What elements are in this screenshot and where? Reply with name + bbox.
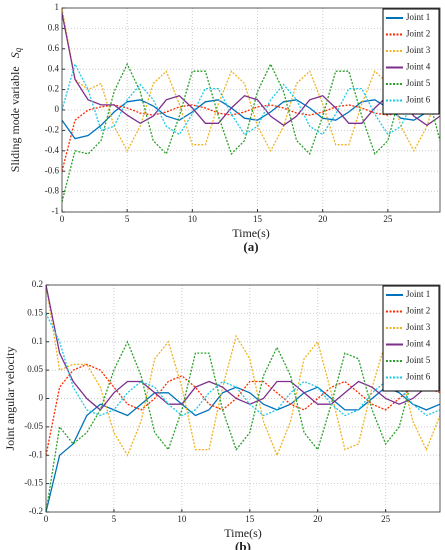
- y-axis-symbol: S: [8, 52, 22, 58]
- y-tick-label: 0.6: [48, 43, 60, 53]
- x-tick-label: 5: [112, 514, 117, 524]
- x-tick-label: 10: [177, 514, 187, 524]
- y-tick-label: -0.15: [24, 478, 43, 488]
- legend-label: Joint 6: [406, 372, 431, 382]
- series-line: [46, 313, 440, 417]
- legend-label: Joint 3: [406, 322, 431, 332]
- series-line: [46, 285, 440, 458]
- x-tick-label: 15: [253, 214, 263, 224]
- series-line: [62, 12, 440, 127]
- x-tick-label: 0: [44, 514, 49, 524]
- legend-label: Joint 4: [406, 339, 431, 349]
- y-tick-label: 0.1: [32, 336, 43, 346]
- y-tick-label: 0.05: [27, 364, 43, 374]
- legend-box: [382, 285, 440, 392]
- y-tick-label: -0.05: [24, 421, 43, 431]
- y-tick-label: 0: [55, 104, 60, 114]
- lines: [46, 285, 440, 512]
- y-tick-label: -0.1: [29, 449, 43, 459]
- series-line: [46, 363, 440, 456]
- x-axis-label: Time(s): [232, 226, 270, 240]
- legend-box: [382, 8, 440, 115]
- x-tick-label: 0: [60, 214, 65, 224]
- y-tick-label: -0.4: [45, 145, 60, 155]
- legend-label: Joint 6: [406, 95, 431, 105]
- axes-frame: [45, 284, 441, 513]
- legend-label: Joint 5: [406, 78, 431, 88]
- legend-label: Joint 1: [406, 289, 430, 299]
- y-axis-subscript: q: [13, 47, 23, 52]
- y-tick-label: -0.2: [29, 506, 43, 516]
- y-tick-label: -1: [52, 206, 60, 216]
- y-tick-label: 0: [39, 393, 44, 403]
- x-tick-label: 15: [245, 514, 255, 524]
- y-axis-label-text: Sliding mode variable: [8, 66, 22, 172]
- y-tick-label: 0.4: [48, 63, 60, 73]
- y-tick-label: -0.6: [45, 165, 60, 175]
- lines: [62, 8, 440, 202]
- y-tick-label: 0.2: [32, 279, 43, 289]
- legend-label: Joint 2: [406, 29, 430, 39]
- legend-label: Joint 1: [406, 12, 430, 22]
- x-tick-label: 10: [188, 214, 198, 224]
- series-line: [62, 62, 440, 202]
- x-tick-label: 20: [318, 214, 328, 224]
- series-line: [62, 104, 440, 172]
- chart-title: (b): [235, 539, 251, 550]
- y-axis-label: Joint angular velocity: [3, 347, 17, 451]
- legend-label: Joint 3: [406, 45, 431, 55]
- x-tick-label: 5: [125, 214, 130, 224]
- x-tick-label: 25: [383, 214, 393, 224]
- legend-label: Joint 2: [406, 306, 430, 316]
- legend-label: Joint 4: [406, 62, 431, 72]
- plot-area: [46, 285, 440, 512]
- y-tick-label: 0.8: [48, 22, 60, 32]
- x-tick-label: 20: [313, 514, 323, 524]
- y-tick-label: -0.2: [45, 124, 59, 134]
- x-axis-label: Time(s): [224, 526, 262, 540]
- y-axis-label-text: Joint angular velocity: [3, 347, 17, 451]
- legend-label: Joint 5: [406, 355, 431, 365]
- y-tick-label: 0.15: [27, 307, 43, 317]
- y-axis-label: Sliding mode variable Sq: [8, 47, 23, 172]
- y-tick-label: -0.8: [45, 186, 60, 196]
- chart-title: (a): [243, 239, 258, 254]
- series-line: [46, 285, 440, 411]
- y-tick-label: 1: [55, 2, 60, 12]
- x-tick-label: 25: [381, 514, 391, 524]
- y-tick-label: 0.2: [48, 84, 59, 94]
- axes-frame: [61, 7, 441, 213]
- series-line: [62, 8, 440, 153]
- series-line: [46, 340, 440, 512]
